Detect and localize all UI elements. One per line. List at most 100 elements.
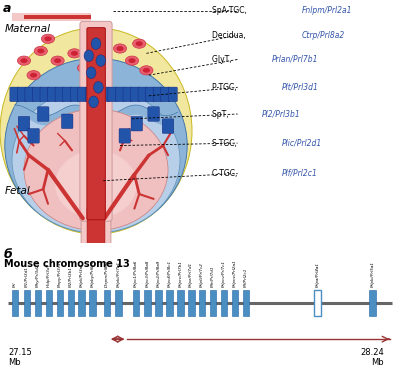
FancyBboxPatch shape <box>188 290 194 316</box>
Text: б: б <box>4 247 13 261</box>
FancyBboxPatch shape <box>199 290 206 316</box>
FancyBboxPatch shape <box>62 114 73 128</box>
FancyBboxPatch shape <box>55 87 64 102</box>
Ellipse shape <box>84 50 94 62</box>
Ellipse shape <box>91 38 101 50</box>
FancyBboxPatch shape <box>87 207 105 244</box>
Ellipse shape <box>126 56 139 65</box>
Text: C-TGC,: C-TGC, <box>212 169 240 178</box>
Ellipse shape <box>80 66 88 70</box>
Ellipse shape <box>96 55 106 66</box>
Ellipse shape <box>51 56 64 65</box>
Ellipse shape <box>136 41 143 46</box>
Text: Prlpby/Prl6c1: Prlpby/Prl6c1 <box>90 260 94 287</box>
Ellipse shape <box>140 66 153 75</box>
FancyBboxPatch shape <box>132 290 139 316</box>
FancyBboxPatch shape <box>24 290 30 316</box>
FancyBboxPatch shape <box>177 290 184 316</box>
Text: S-TGC,: S-TGC, <box>212 139 239 147</box>
Ellipse shape <box>55 150 137 218</box>
Ellipse shape <box>24 109 168 230</box>
FancyBboxPatch shape <box>34 290 41 316</box>
FancyBboxPatch shape <box>221 290 228 316</box>
Ellipse shape <box>30 73 37 78</box>
FancyBboxPatch shape <box>18 116 30 131</box>
Ellipse shape <box>114 44 126 53</box>
Ellipse shape <box>34 46 48 56</box>
Text: a: a <box>2 2 11 16</box>
Polygon shape <box>22 14 24 19</box>
Text: Mouse chromosome 13: Mouse chromosome 13 <box>4 259 130 269</box>
Text: Prlpc2/Prl8a9: Prlpc2/Prl8a9 <box>156 260 160 287</box>
Polygon shape <box>20 12 24 22</box>
Text: Ctrp/Prl8a2: Ctrp/Prl8a2 <box>302 31 345 40</box>
Text: Plic/Prl2d1: Plic/Prl2d1 <box>282 139 322 147</box>
Text: Prlan/Prl7b1: Prlan/Prl7b1 <box>272 55 318 64</box>
Ellipse shape <box>20 58 28 63</box>
FancyBboxPatch shape <box>210 290 216 316</box>
Ellipse shape <box>86 67 96 78</box>
Text: Fetal: Fetal <box>5 186 30 196</box>
FancyBboxPatch shape <box>90 290 96 316</box>
Ellipse shape <box>12 87 180 233</box>
Text: Prlpa/Prl4a1: Prlpa/Prl4a1 <box>316 262 320 287</box>
Text: Prlpcv/Prl7c1: Prlpcv/Prl7c1 <box>222 260 226 287</box>
Text: Prlpc1/Prl8a6: Prlpc1/Prl8a6 <box>134 260 138 287</box>
Text: Prlpnv/Prl2a1: Prlpnv/Prl2a1 <box>233 259 237 287</box>
Text: Mb: Mb <box>8 359 20 368</box>
Ellipse shape <box>143 68 150 73</box>
Text: Plf/Prl2c1: Plf/Prl2c1 <box>244 268 248 287</box>
FancyBboxPatch shape <box>115 290 122 316</box>
FancyBboxPatch shape <box>10 87 19 102</box>
FancyBboxPatch shape <box>104 290 110 316</box>
Text: 28.24: 28.24 <box>360 348 384 357</box>
FancyBboxPatch shape <box>131 116 142 131</box>
Ellipse shape <box>128 58 136 63</box>
Text: Plnpy/Prl3c1: Plnpy/Prl3c1 <box>58 261 62 287</box>
FancyBboxPatch shape <box>130 87 140 102</box>
Text: Dtrpm/Prl8a2: Dtrpm/Prl8a2 <box>105 259 109 287</box>
FancyBboxPatch shape <box>155 290 162 316</box>
Text: Pl2/Prl3b1: Pl2/Prl3b1 <box>262 110 300 119</box>
FancyBboxPatch shape <box>87 28 105 220</box>
Ellipse shape <box>18 56 30 65</box>
FancyBboxPatch shape <box>369 290 376 316</box>
Text: Maternal: Maternal <box>5 23 51 33</box>
Text: Prlpki/Prl5a1: Prlpki/Prl5a1 <box>370 261 374 287</box>
FancyBboxPatch shape <box>78 87 87 102</box>
FancyBboxPatch shape <box>144 290 151 316</box>
FancyBboxPatch shape <box>93 87 102 102</box>
FancyBboxPatch shape <box>85 87 94 102</box>
Ellipse shape <box>68 49 81 58</box>
Ellipse shape <box>0 28 192 234</box>
FancyBboxPatch shape <box>314 290 321 316</box>
Text: Prlprv/Prl7b1: Prlprv/Prl7b1 <box>178 260 182 287</box>
Text: Plt/Prl3d1: Plt/Prl3d1 <box>282 83 319 92</box>
Ellipse shape <box>94 81 103 93</box>
FancyBboxPatch shape <box>80 21 112 221</box>
FancyBboxPatch shape <box>28 128 39 143</box>
Text: Mb: Mb <box>372 359 384 368</box>
FancyBboxPatch shape <box>138 87 147 102</box>
Ellipse shape <box>5 58 187 233</box>
FancyBboxPatch shape <box>119 128 130 143</box>
FancyBboxPatch shape <box>38 107 49 121</box>
Text: 27.15: 27.15 <box>8 348 32 357</box>
FancyBboxPatch shape <box>166 290 172 316</box>
Text: Hldp/Prl3d7: Hldp/Prl3d7 <box>47 263 51 287</box>
FancyBboxPatch shape <box>46 290 52 316</box>
FancyBboxPatch shape <box>32 87 42 102</box>
Text: Prlpki/Prl7b1: Prlpki/Prl7b1 <box>116 261 120 287</box>
Text: Pl1/Prl3d1: Pl1/Prl3d1 <box>25 266 29 287</box>
Text: Decidua,: Decidua, <box>212 31 248 40</box>
Ellipse shape <box>42 34 54 44</box>
Ellipse shape <box>44 36 52 41</box>
Text: Prlpc4/Prl8c1: Prlpc4/Prl8c1 <box>168 260 172 287</box>
Text: Plf/Prl2c1: Plf/Prl2c1 <box>282 169 318 178</box>
FancyBboxPatch shape <box>168 87 177 102</box>
FancyBboxPatch shape <box>48 87 57 102</box>
Text: Pl2/Prl3b1: Pl2/Prl3b1 <box>69 266 73 287</box>
FancyBboxPatch shape <box>162 119 174 133</box>
FancyBboxPatch shape <box>63 87 72 102</box>
FancyBboxPatch shape <box>78 290 85 316</box>
